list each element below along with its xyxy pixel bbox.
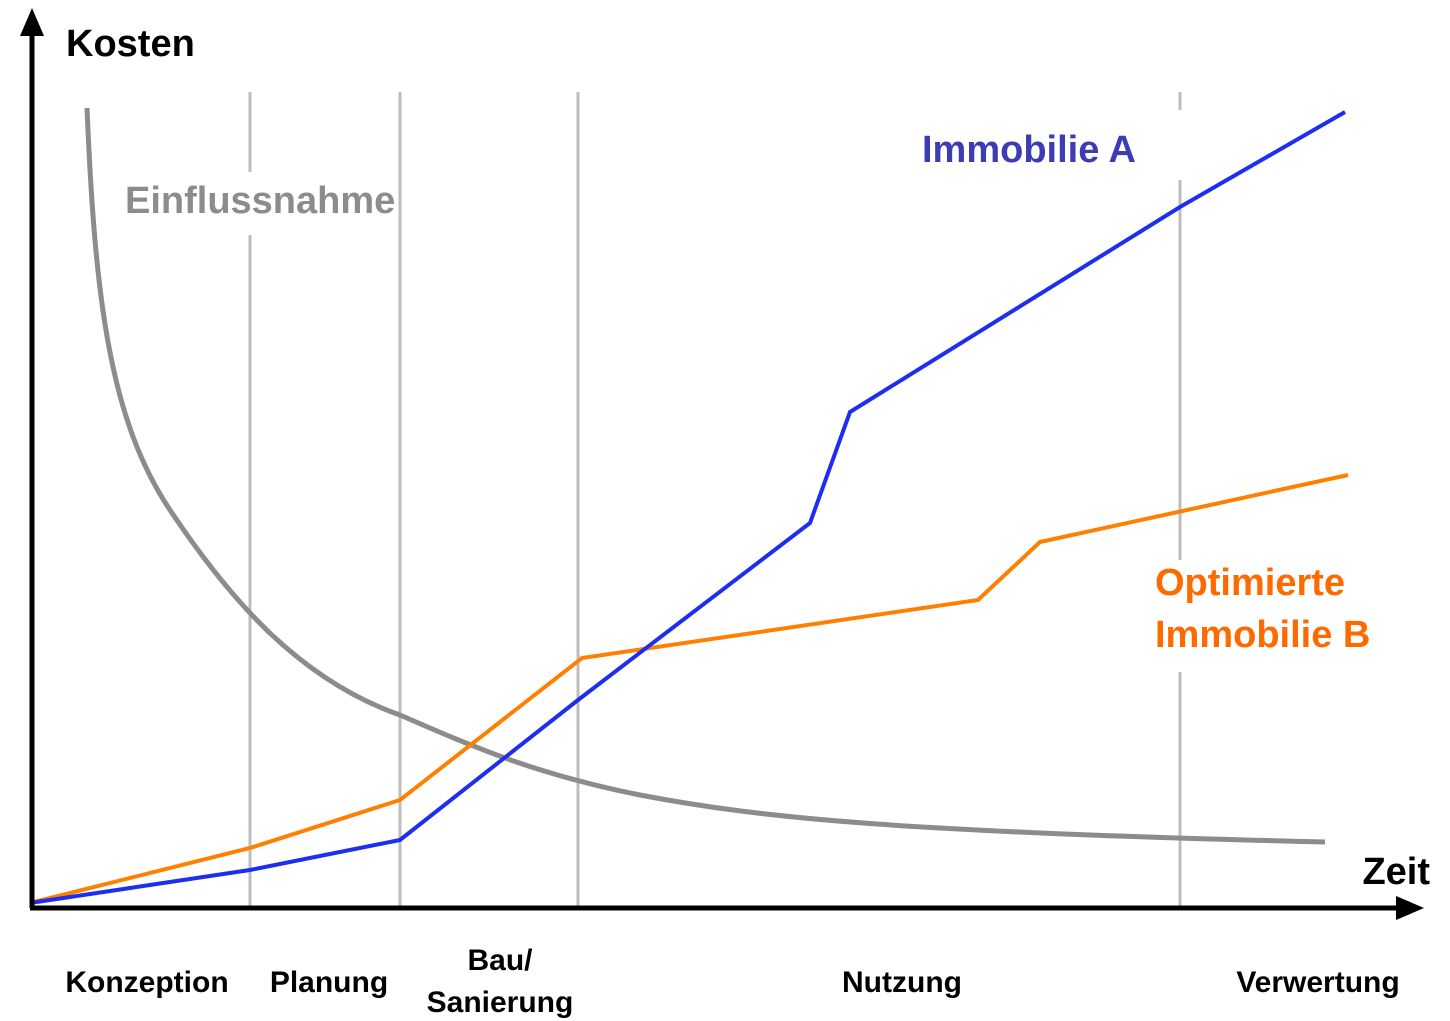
x-axis-label: Zeit — [1362, 851, 1430, 893]
phase-dividers — [248, 92, 1182, 910]
label-line: Verwertung — [1236, 966, 1399, 999]
label-line: Konzeption — [65, 966, 228, 999]
label-line: Immobilie B — [1155, 614, 1370, 656]
phase-label: Verwertung — [1236, 966, 1399, 999]
influence-curve — [84, 107, 1326, 845]
label-line: Einflussnahme — [125, 180, 395, 222]
x-arrow — [1396, 896, 1424, 920]
label-line: Optimierte — [1155, 562, 1345, 604]
phase-label: Planung — [270, 966, 388, 999]
label-line: Sanierung — [427, 986, 574, 1019]
y-axis-label: Kosten — [66, 23, 195, 65]
curve-label: Einflussnahme — [125, 180, 395, 222]
phase-label: Konzeption — [65, 966, 228, 999]
curve-a — [29, 110, 1346, 905]
curve-label: Optimierte Immobilie B — [1155, 562, 1370, 656]
label-line: Nutzung — [842, 966, 962, 999]
phase-label: Bau/Sanierung — [427, 944, 574, 1019]
label-line: Planung — [270, 966, 388, 999]
label-line: Immobilie A — [922, 129, 1136, 171]
y-arrow — [20, 8, 44, 36]
curve-b — [29, 473, 1349, 905]
curve-label: Immobilie A — [922, 129, 1136, 171]
phase-label: Nutzung — [842, 966, 962, 999]
axes — [20, 8, 1424, 920]
label-line: Bau/ — [467, 944, 533, 977]
